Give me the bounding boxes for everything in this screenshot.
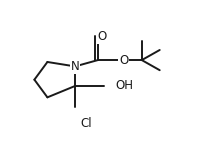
Text: OH: OH (116, 80, 134, 92)
Text: N: N (71, 60, 79, 73)
Text: O: O (97, 30, 106, 43)
Text: Cl: Cl (81, 117, 92, 130)
Text: O: O (119, 54, 129, 67)
